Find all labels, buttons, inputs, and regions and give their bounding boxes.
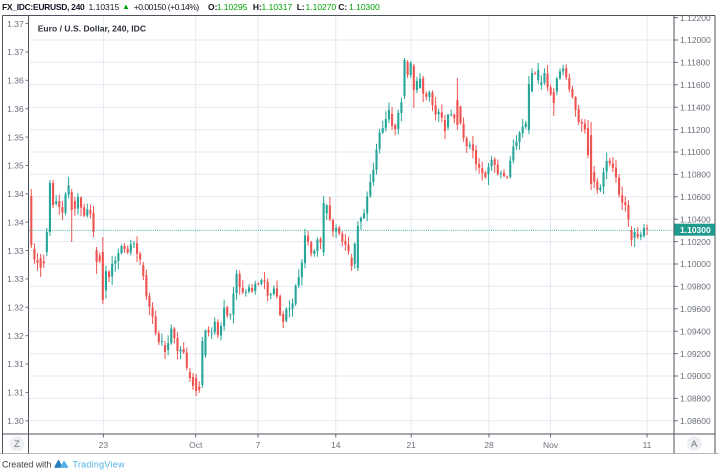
svg-text:1.32: 1.32 [7, 331, 24, 341]
svg-text:1.11200: 1.11200 [680, 125, 710, 135]
svg-text:1.12000: 1.12000 [680, 35, 711, 45]
svg-text:1.11600: 1.11600 [680, 80, 710, 90]
svg-text:1.31: 1.31 [7, 359, 24, 369]
svg-text:Euro / U.S. Dollar, 240, IDC: Euro / U.S. Dollar, 240, IDC [38, 24, 146, 34]
svg-text:1.36: 1.36 [7, 104, 24, 114]
svg-text:1.32: 1.32 [7, 303, 24, 313]
svg-text:1.37: 1.37 [7, 47, 24, 57]
svg-text:1.31: 1.31 [7, 388, 24, 398]
svg-text:1.37: 1.37 [7, 19, 24, 29]
svg-text:1.09000: 1.09000 [680, 371, 711, 381]
svg-text:21: 21 [406, 440, 416, 450]
svg-text:1.34: 1.34 [7, 189, 24, 199]
svg-text:1.08800: 1.08800 [680, 394, 711, 404]
svg-text:1.10400: 1.10400 [680, 214, 711, 224]
svg-text:Z: Z [14, 439, 20, 450]
svg-text:1.35: 1.35 [7, 161, 24, 171]
svg-text:23: 23 [99, 440, 109, 450]
svg-text:1.35: 1.35 [7, 132, 24, 142]
svg-text:1.09800: 1.09800 [680, 282, 711, 292]
svg-text:1.34: 1.34 [7, 217, 24, 227]
svg-text:1.09600: 1.09600 [680, 304, 711, 314]
svg-text:1.10300: 1.10300 [680, 225, 711, 235]
svg-text:1.33: 1.33 [7, 274, 24, 284]
svg-text:1.09200: 1.09200 [680, 349, 711, 359]
svg-text:1.11000: 1.11000 [680, 147, 710, 157]
svg-text:1.10000: 1.10000 [680, 259, 711, 269]
svg-text:Nov: Nov [543, 440, 559, 450]
svg-text:28: 28 [484, 440, 494, 450]
svg-text:1.12200: 1.12200 [680, 13, 711, 23]
svg-text:1.11400: 1.11400 [680, 102, 710, 112]
svg-text:1.08600: 1.08600 [680, 416, 711, 426]
svg-text:11: 11 [643, 440, 652, 450]
svg-text:1.11800: 1.11800 [680, 58, 710, 68]
svg-text:1.30: 1.30 [7, 416, 24, 426]
svg-text:1.09400: 1.09400 [680, 326, 711, 336]
svg-text:1.10600: 1.10600 [680, 192, 711, 202]
svg-text:14: 14 [331, 440, 341, 450]
svg-text:1.10800: 1.10800 [680, 170, 711, 180]
svg-text:7: 7 [256, 440, 261, 450]
svg-text:A: A [691, 439, 698, 450]
svg-text:1.10200: 1.10200 [680, 237, 711, 247]
svg-text:1.36: 1.36 [7, 76, 24, 86]
svg-text:Oct: Oct [189, 440, 203, 450]
svg-text:1.33: 1.33 [7, 246, 24, 256]
